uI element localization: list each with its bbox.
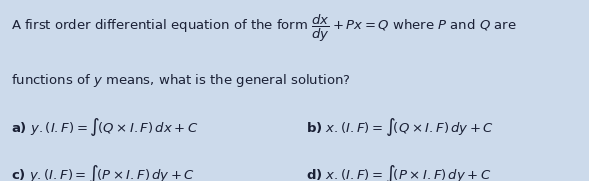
Text: $\bf{c)}$ $y.(I.F)=\int\!(P\times I.F)\,dy+C$: $\bf{c)}$ $y.(I.F)=\int\!(P\times I.F)\,… [11, 163, 195, 181]
Text: $\bf{a)}$ $y.(I.F)=\int\!(Q\times I.F)\,dx+C$: $\bf{a)}$ $y.(I.F)=\int\!(Q\times I.F)\,… [11, 116, 198, 138]
Text: A first order differential equation of the form $\dfrac{dx}{dy}+Px=Q$ where $P$ : A first order differential equation of t… [11, 13, 517, 44]
Text: functions of $y$ means, what is the general solution?: functions of $y$ means, what is the gene… [11, 72, 350, 89]
Text: $\bf{b)}$ $x.(I.F)=\int\!(Q\times I.F)\,dy+C$: $\bf{b)}$ $x.(I.F)=\int\!(Q\times I.F)\,… [306, 116, 494, 138]
Text: $\bf{d)}$ $x.(I.F)=\int\!(P\times I.F)\,dy+C$: $\bf{d)}$ $x.(I.F)=\int\!(P\times I.F)\,… [306, 163, 492, 181]
